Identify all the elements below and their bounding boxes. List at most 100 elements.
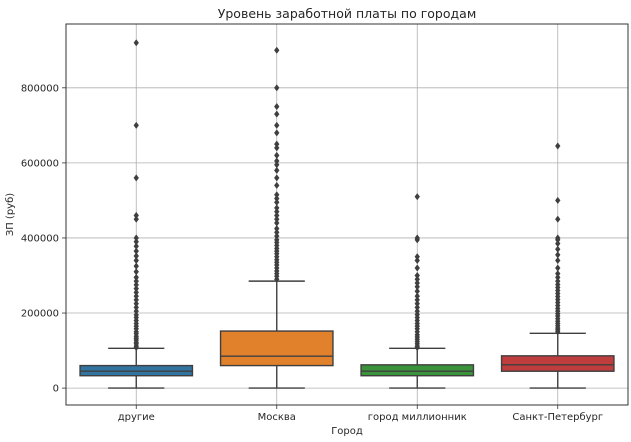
- outlier-point: [133, 242, 139, 250]
- outlier-point: [555, 251, 561, 259]
- outlier-point: [133, 277, 139, 285]
- x-axis: другие Москва город миллионник Санкт-Петерб…: [118, 405, 603, 423]
- outlier-point: [133, 296, 139, 304]
- outlier-point: [274, 157, 280, 165]
- outlier-point: [414, 234, 420, 242]
- outlier-point: [274, 129, 280, 137]
- outlier-point: [414, 307, 420, 315]
- box: [219, 330, 334, 367]
- outlier-point: [274, 198, 280, 206]
- chart-title: Уровень заработной платы по городам: [218, 6, 477, 21]
- outlier-point: [274, 219, 280, 227]
- y-tick-label: 200000: [21, 309, 59, 320]
- outlier-point: [274, 181, 280, 190]
- outlier-point: [555, 273, 561, 281]
- outlier-point: [414, 283, 420, 291]
- x-tick-label: город миллионник: [368, 412, 467, 423]
- outlier-point: [133, 215, 139, 223]
- outlier-point: [133, 121, 139, 129]
- outlier-point: [414, 264, 420, 272]
- outlier-point: [133, 234, 139, 242]
- outlier-point: [555, 245, 561, 253]
- x-tick-label: другие: [118, 412, 155, 423]
- outlier-point: [274, 166, 280, 175]
- y-axis-label: ЗП (руб): [5, 193, 16, 236]
- outlier-point: [274, 215, 280, 223]
- box-group: [360, 193, 475, 389]
- outlier-point: [274, 191, 280, 199]
- outlier-point: [274, 161, 280, 169]
- box-group: [219, 46, 334, 389]
- outlier-point: [133, 311, 139, 319]
- outlier-point: [555, 196, 561, 205]
- y-tick-label: 0: [53, 384, 59, 395]
- outlier-point: [133, 288, 139, 297]
- outlier-point: [274, 151, 280, 159]
- outlier-point: [133, 281, 139, 289]
- outlier-point: [274, 228, 280, 236]
- outlier-point: [555, 239, 561, 248]
- outlier-point: [133, 300, 139, 308]
- outlier-point: [274, 232, 280, 240]
- x-axis-label: Город: [331, 426, 363, 437]
- boxes-layer: [79, 39, 615, 389]
- outlier-point: [133, 307, 139, 315]
- outlier-point: [274, 204, 280, 212]
- outlier-point: [274, 46, 280, 54]
- outlier-point: [274, 144, 280, 152]
- outlier-point: [133, 285, 139, 293]
- outlier-point: [133, 256, 139, 265]
- outlier-point: [555, 270, 561, 278]
- outlier-point: [133, 211, 139, 220]
- outlier-point: [414, 279, 420, 287]
- outlier-point: [555, 142, 561, 150]
- outlier-point: [555, 234, 561, 242]
- outlier-point: [133, 238, 139, 246]
- outlier-point: [414, 256, 420, 265]
- outlier-point: [274, 194, 280, 203]
- outlier-point: [414, 253, 420, 261]
- outlier-point: [274, 224, 280, 233]
- y-tick-label: 800000: [21, 83, 59, 94]
- outlier-point: [414, 193, 420, 201]
- box-group: [79, 39, 194, 389]
- outlier-point: [274, 84, 280, 92]
- box: [360, 364, 475, 377]
- outlier-point: [555, 215, 561, 223]
- outlier-point: [133, 174, 139, 182]
- outlier-point: [274, 110, 280, 118]
- outlier-point: [133, 39, 139, 47]
- outlier-point: [274, 211, 280, 220]
- outlier-point: [133, 252, 139, 260]
- outlier-point: [414, 275, 420, 283]
- y-tick-label: 400000: [21, 233, 59, 244]
- outlier-point: [555, 256, 561, 265]
- outlier-point: [133, 273, 139, 281]
- outlier-point: [414, 296, 420, 304]
- x-tick-label: Санкт-Петербург: [512, 412, 603, 423]
- outlier-point: [274, 102, 280, 111]
- outlier-point: [133, 247, 139, 255]
- outlier-point: [133, 303, 139, 312]
- outlier-point: [414, 303, 420, 312]
- box: [500, 355, 615, 372]
- outlier-point: [555, 277, 561, 285]
- outlier-point: [133, 268, 139, 276]
- outlier-point: [414, 287, 420, 295]
- box-group: [500, 142, 615, 389]
- outlier-point: [274, 174, 280, 182]
- outlier-point: [414, 300, 420, 308]
- outlier-point: [274, 208, 280, 216]
- y-tick-label: 600000: [21, 158, 59, 169]
- outlier-point: [274, 236, 280, 244]
- x-tick-label: Москва: [258, 412, 296, 423]
- outlier-point: [274, 121, 280, 129]
- outlier-point: [133, 292, 139, 300]
- outlier-point: [133, 262, 139, 270]
- outlier-point: [414, 292, 420, 300]
- outlier-point: [274, 140, 280, 148]
- outlier-point: [414, 271, 420, 280]
- plot-frame: [65, 23, 629, 406]
- y-axis: 0 200000 400000 600000 800000: [21, 83, 66, 395]
